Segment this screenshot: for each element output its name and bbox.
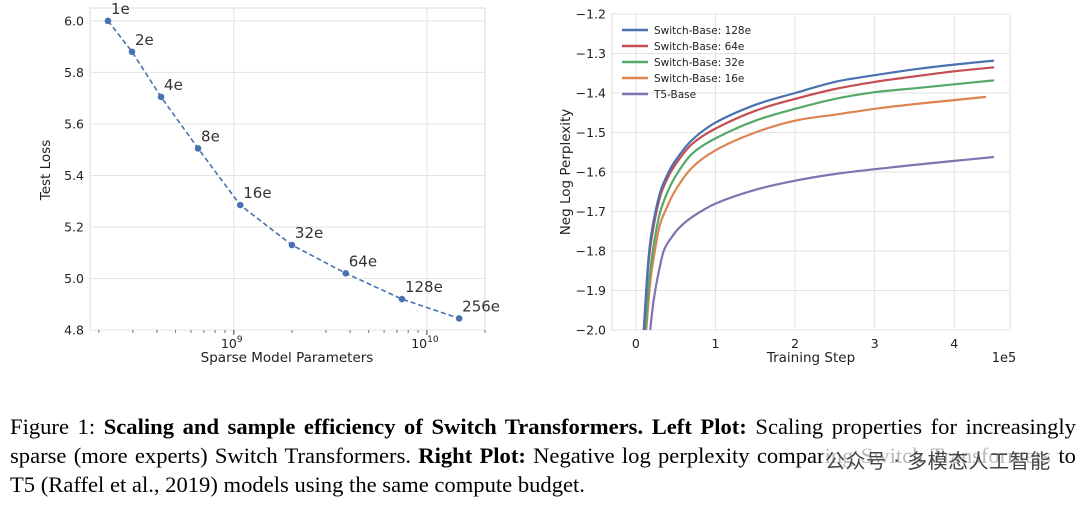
right-y-tick-label: −1.3 xyxy=(576,46,606,61)
right-legend: Switch-Base: 128e Switch-Base: 64e Switch-… xyxy=(622,25,751,101)
tick-base: 10 xyxy=(411,336,427,351)
left-data-point xyxy=(455,315,463,322)
left-x-tick-label: 1010 xyxy=(411,335,439,351)
caption-figure-number: Figure 1: xyxy=(10,414,104,439)
right-x-tick-label: 3 xyxy=(871,336,879,351)
tick-exponent: 9 xyxy=(237,335,243,345)
left-point-label: 8e xyxy=(201,127,220,145)
series-line-t5-base xyxy=(649,155,995,330)
left-data-point xyxy=(194,145,202,152)
right-x-tick-label: 0 xyxy=(632,336,640,351)
right-y-tick-label: −1.8 xyxy=(576,244,606,259)
left-x-axis-label: Sparse Model Parameters xyxy=(201,350,374,366)
right-y-tick-label: −1.4 xyxy=(576,86,606,101)
right-x-tick-label: 4 xyxy=(950,336,958,351)
left-plot-area xyxy=(89,7,486,331)
watermark: 公众号 · 多模态人工智能 xyxy=(823,445,1053,474)
right-y-tick-label: −1.9 xyxy=(576,283,606,298)
legend-label: T5-Base xyxy=(653,89,696,101)
tick-base: 10 xyxy=(221,336,237,351)
right-y-tick-label: −1.5 xyxy=(576,125,606,140)
right-x-tick-label: 1 xyxy=(712,336,720,351)
left-chart: 4.85.05.25.45.65.86.0 109 1010 1e2e4e8e16… xyxy=(38,0,500,366)
left-x-tick-label: 109 xyxy=(221,335,243,351)
right-grid xyxy=(612,13,1010,331)
left-data-point xyxy=(236,201,244,209)
legend-label: Switch-Base: 64e xyxy=(654,41,744,53)
legend-label: Switch-Base: 32e xyxy=(654,57,744,69)
right-y-tick-label: −1.2 xyxy=(576,7,606,22)
right-y-tick-label: −1.6 xyxy=(576,165,606,180)
legend-label: Switch-Base: 128e xyxy=(654,25,751,37)
caption-bold-title: Scaling and sample efficiency of Switch … xyxy=(103,414,747,439)
figure: 4.85.05.25.45.65.86.0 109 1010 1e2e4e8e16… xyxy=(38,0,1016,367)
left-data-point xyxy=(157,93,165,101)
right-chart: −2.0 −1.9 −1.8 −1.7 −1.6 −1.5 −1.4 −1.3 −1.2 0 1 2… xyxy=(558,7,1016,367)
left-series: 1e 2e 4e 8e 16e 32e 64e 128e 256e xyxy=(104,0,500,322)
right-x-ticks: 0 1 2 3 4 xyxy=(632,336,958,351)
legend-label: Switch-Base: 16e xyxy=(654,73,744,85)
left-y-tick-label: 5.2 xyxy=(64,219,84,234)
right-y-axis-label: Neg Log Perplexity xyxy=(558,109,574,236)
left-y-tick-label: 5.0 xyxy=(64,271,84,286)
left-point-label: 256e xyxy=(462,297,500,315)
left-y-ticks: 4.8 5.0 5.2 5.4 5.6 5.8 6.0 xyxy=(64,13,84,337)
left-point-label: 1e xyxy=(111,0,130,18)
right-x-offset-text: 1e5 xyxy=(992,351,1017,366)
left-y-tick-label: 5.6 xyxy=(64,116,84,131)
left-y-tick-label: 4.8 xyxy=(64,323,84,338)
right-y-tick-label: −1.7 xyxy=(576,204,606,219)
right-series xyxy=(642,59,995,330)
left-point-label: 128e xyxy=(405,278,443,296)
left-data-point xyxy=(128,48,136,56)
series-line-switch-16e xyxy=(645,95,987,330)
left-point-label: 16e xyxy=(243,184,271,202)
left-point-label: 4e xyxy=(164,76,183,94)
caption-right-plot-label: Right Plot: xyxy=(418,443,526,468)
left-point-label: 32e xyxy=(295,224,323,242)
left-grid xyxy=(90,8,485,331)
series-line-switch-128e xyxy=(642,59,995,330)
left-data-point xyxy=(288,241,296,249)
right-x-axis-label: Training Step xyxy=(766,350,855,366)
left-y-tick-label: 5.8 xyxy=(64,65,84,80)
left-y-tick-label: 5.4 xyxy=(64,168,84,183)
left-x-ticks: 109 1010 xyxy=(98,330,486,351)
left-data-point xyxy=(104,17,112,25)
right-x-tick-label: 2 xyxy=(791,336,799,351)
right-y-ticks: −2.0 −1.9 −1.8 −1.7 −1.6 −1.5 −1.4 −1.3 −1.2 xyxy=(576,7,606,338)
left-y-tick-label: 6.0 xyxy=(64,13,84,28)
left-y-axis-label: Test Loss xyxy=(38,140,54,202)
tick-exponent: 10 xyxy=(427,335,439,345)
right-y-tick-label: −2.0 xyxy=(576,323,606,338)
figure-caption: Figure 1: Scaling and sample efficiency … xyxy=(10,412,1076,499)
left-point-label: 64e xyxy=(349,252,377,270)
left-data-point xyxy=(398,295,406,303)
series-line-switch-32e xyxy=(644,79,995,330)
left-point-label: 2e xyxy=(135,31,154,49)
caption-left-text: Scaling properties for increasingly spar… xyxy=(10,414,1076,468)
left-data-point xyxy=(342,270,350,277)
